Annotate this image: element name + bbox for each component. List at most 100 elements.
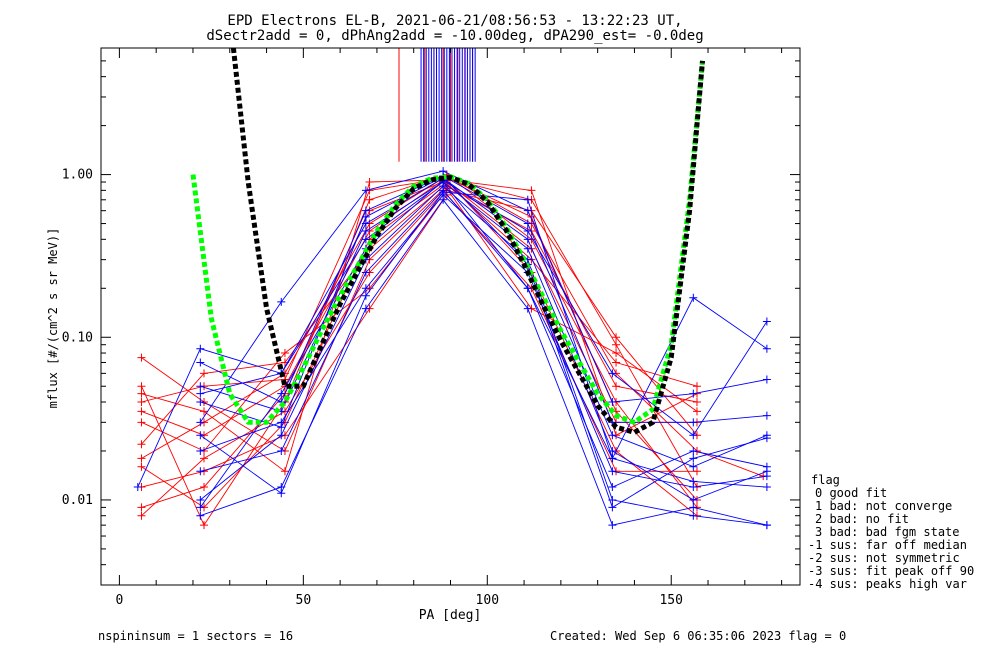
data-point [692,467,701,476]
series-line [200,181,768,501]
series-line [141,175,764,477]
data-point [277,446,286,455]
data-point [196,382,205,391]
data-point [523,206,532,215]
data-point [361,227,370,236]
series-line [141,194,697,488]
data-point [365,178,374,187]
y-tick-label: 0.01 [62,493,93,508]
data-point [361,186,370,195]
data-point [523,219,532,228]
data-point [762,467,771,476]
data-point [608,467,617,476]
series-line [141,179,698,473]
data-point [689,462,698,471]
series-line [200,176,768,509]
series-line [199,170,767,423]
footer-left: nspininsum = 1 sectors = 16 [98,629,293,643]
data-point [612,333,621,342]
data-point [608,521,617,530]
data-point [689,454,698,463]
data-point [200,369,209,378]
series-line [141,187,698,517]
data-point [137,382,146,391]
data-point [608,483,617,492]
data-point [523,284,532,293]
data-point [689,495,698,504]
data-point [608,397,617,406]
legend-item: 1 bad: not converge [815,499,952,513]
data-point [137,389,146,398]
data-point [200,483,209,492]
y-tick-label: 0.10 [62,330,93,345]
footer-right: Created: Wed Sep 6 06:35:06 2023 flag = … [550,629,846,643]
data-point [439,195,448,204]
legend-item: -3 sus: fit peak off 90 [808,564,974,578]
chart-title-line1: EPD Electrons EL-B, 2021-06-21/08:56:53 … [227,13,682,29]
data-point [523,195,532,204]
legend-item: 3 bad: bad fgm state [815,525,960,539]
data-point [689,503,698,512]
data-point [196,431,205,440]
data-point [137,503,146,512]
data-point [762,483,771,492]
data-point [196,358,205,367]
legend-item: 2 bad: no fit [815,512,909,526]
data-point [689,446,698,455]
data-point [361,291,370,300]
data-point [608,431,617,440]
data-point [200,521,209,530]
data-point [137,397,146,406]
data-point [277,423,286,432]
legend-item: 0 good fit [815,486,887,500]
legend-item: -4 sus: peaks high var [808,577,967,591]
data-point [689,389,698,398]
data-point [137,454,146,463]
data-point [361,304,370,313]
plot-area [133,48,771,530]
x-tick-label: 100 [476,593,499,608]
data-layer [133,48,771,530]
x-tick-label: 0 [115,593,123,608]
data-point [196,418,205,427]
data-point [608,454,617,463]
series-line [200,199,768,526]
data-point [137,511,146,520]
series-line [141,177,698,488]
chart-title-line2: dSectr2add = 0, dPhAng2add = -10.00deg, … [206,28,703,44]
x-axis-label: PA [deg] [419,608,482,623]
data-point [196,397,205,406]
data-point [689,477,698,486]
data-point [137,462,146,471]
data-point [196,503,205,512]
legend-item: -2 sus: not symmetric [808,551,960,565]
flag-legend: flag 0 good fit 1 bad: not converge 2 ba… [808,473,974,591]
series-line [200,177,768,468]
data-point [361,284,370,293]
data-point [689,418,698,427]
data-point [439,188,448,197]
data-point [137,440,146,449]
data-point [608,503,617,512]
data-point [277,431,286,440]
data-point [365,195,374,204]
data-point [612,382,621,391]
data-point [196,495,205,504]
data-point [612,349,621,358]
data-point [277,297,286,306]
data-point [133,483,142,492]
y-tick-label: 1.00 [62,168,93,183]
data-point [196,467,205,476]
data-point [361,268,370,277]
data-point [277,489,286,498]
data-point [200,407,209,416]
data-point [196,511,205,520]
data-point [277,389,286,398]
data-point [527,186,536,195]
data-point [692,407,701,416]
data-point [612,358,621,367]
series-line [200,189,767,488]
series-line [141,174,698,527]
y-axis-label: mflux [#/(cm^2 s sr MeV)] [46,228,60,409]
